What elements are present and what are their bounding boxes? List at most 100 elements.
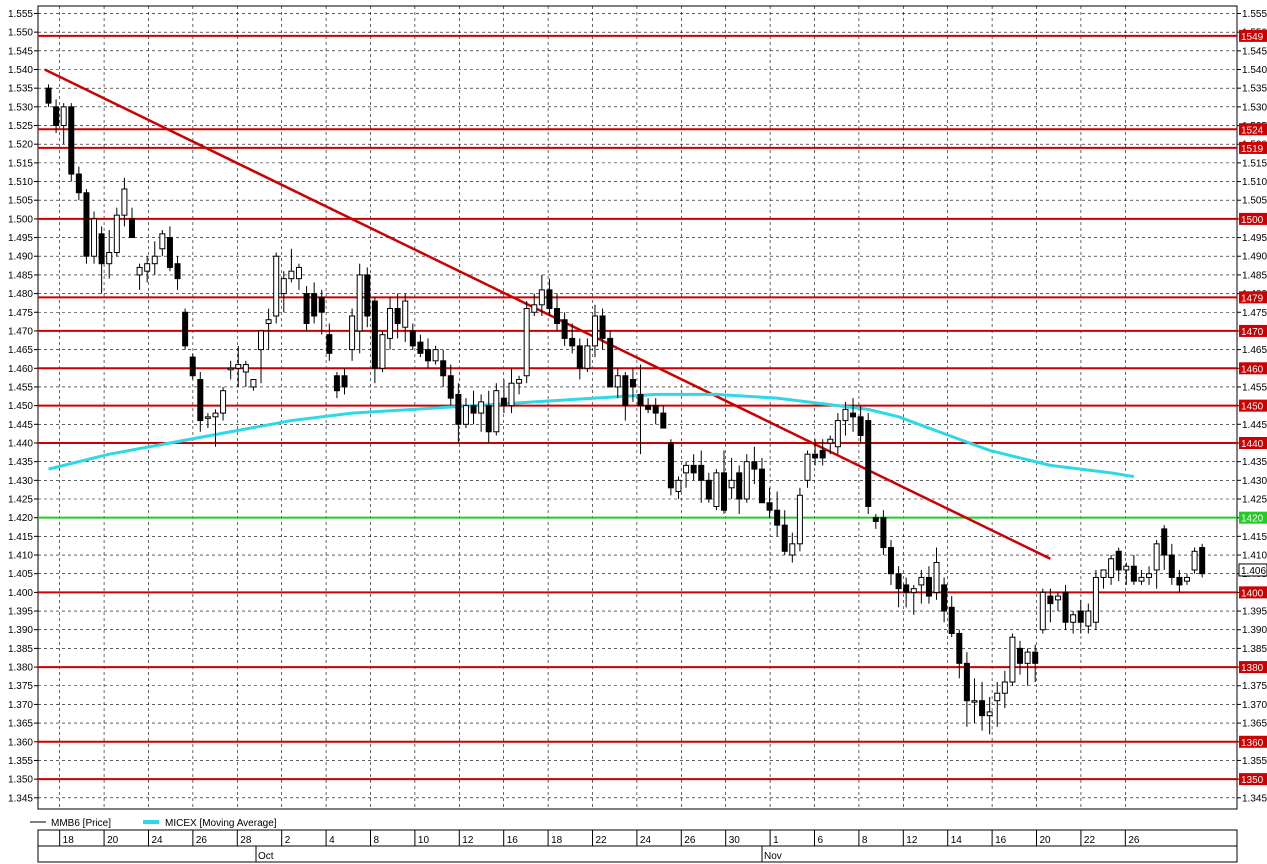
level-label: 1400 bbox=[1241, 588, 1264, 599]
x-tick-label: 30 bbox=[729, 835, 741, 846]
candle-body bbox=[1199, 547, 1206, 575]
candle-body bbox=[1100, 569, 1107, 578]
candle bbox=[371, 297, 378, 384]
y-tick-label-left: 1.415 bbox=[8, 532, 33, 543]
y-tick-label-left: 1.505 bbox=[8, 196, 33, 207]
level-labels: 1549 1524 1519 1500 1479 1470 1460 1450 1440 1420… bbox=[1238, 29, 1267, 786]
candle-body bbox=[136, 266, 143, 276]
candle bbox=[781, 510, 788, 556]
candle bbox=[318, 289, 325, 335]
candle-body bbox=[121, 188, 128, 216]
y-tick-label-left: 1.475 bbox=[8, 308, 33, 319]
candle bbox=[986, 696, 993, 735]
x-tick-label: 22 bbox=[1084, 835, 1096, 846]
candle-body bbox=[698, 464, 705, 481]
candle-body bbox=[220, 390, 227, 414]
candle-body bbox=[265, 319, 272, 324]
candle-body bbox=[774, 509, 781, 526]
candle bbox=[75, 166, 82, 201]
candle-body bbox=[166, 237, 173, 268]
candle-body bbox=[834, 420, 841, 448]
candle bbox=[265, 308, 272, 350]
candle bbox=[113, 207, 120, 257]
y-tick-label-right: 1.415 bbox=[1242, 532, 1267, 543]
candle bbox=[280, 271, 287, 313]
candle-body bbox=[766, 502, 773, 511]
candle-body bbox=[197, 378, 204, 422]
x-tick-label: 20 bbox=[107, 835, 119, 846]
candle-body bbox=[956, 632, 963, 664]
candle-body bbox=[827, 438, 834, 444]
candle-body bbox=[417, 341, 424, 354]
candle bbox=[1115, 547, 1122, 582]
candle bbox=[485, 390, 492, 443]
candle bbox=[538, 274, 545, 316]
y-tick-label-left: 1.400 bbox=[8, 588, 33, 599]
y-tick-label-right: 1.485 bbox=[1242, 270, 1267, 281]
candle bbox=[462, 398, 469, 429]
y-tick-label-right: 1.445 bbox=[1242, 420, 1267, 431]
candle-body bbox=[250, 378, 257, 388]
y-tick-label-left: 1.540 bbox=[8, 65, 33, 76]
level-label: 1549 bbox=[1241, 32, 1264, 43]
candle-body bbox=[242, 364, 249, 373]
candle-body bbox=[280, 278, 287, 295]
candle-body bbox=[546, 289, 553, 310]
candle bbox=[584, 338, 591, 373]
candle-body bbox=[591, 315, 598, 347]
y-tick-label-left: 1.410 bbox=[8, 551, 33, 562]
y-tick-label-left: 1.495 bbox=[8, 233, 33, 244]
level-label: 1519 bbox=[1241, 144, 1264, 155]
candle bbox=[493, 383, 500, 436]
candle bbox=[728, 457, 735, 500]
candle bbox=[379, 330, 386, 373]
candle-body bbox=[1024, 651, 1031, 664]
candle bbox=[1070, 611, 1077, 634]
candle-body bbox=[1032, 651, 1039, 664]
x-tick-label: 14 bbox=[951, 835, 963, 846]
candle bbox=[470, 390, 477, 425]
y-tick-label-left: 1.550 bbox=[8, 28, 33, 39]
candle-body bbox=[607, 337, 614, 388]
candle-body bbox=[637, 393, 644, 407]
candle-body bbox=[667, 442, 674, 489]
candle bbox=[333, 372, 340, 399]
level-label-box bbox=[1239, 773, 1267, 786]
candle-body bbox=[402, 300, 409, 328]
y-tick-label-left: 1.520 bbox=[8, 140, 33, 151]
candle-body bbox=[887, 547, 894, 575]
candle-body bbox=[68, 106, 75, 175]
candle bbox=[948, 596, 955, 638]
candle bbox=[417, 334, 424, 358]
candle-body bbox=[326, 334, 333, 354]
candle bbox=[850, 398, 857, 432]
candle bbox=[516, 375, 523, 395]
y-tick-label-right: 1.355 bbox=[1242, 756, 1267, 767]
candle-body bbox=[1039, 591, 1046, 631]
candle bbox=[971, 678, 978, 724]
candle-body bbox=[500, 397, 507, 407]
x-tick-label: 16 bbox=[995, 835, 1007, 846]
y-tick-label-left: 1.460 bbox=[8, 364, 33, 375]
level-label: 1350 bbox=[1241, 775, 1264, 786]
y-tick-label-left: 1.485 bbox=[8, 270, 33, 281]
candle-body bbox=[576, 345, 583, 369]
x-tick-label: 8 bbox=[373, 835, 379, 846]
candle-body bbox=[622, 375, 629, 407]
candle-body bbox=[318, 296, 325, 313]
x-tick-label: 22 bbox=[595, 835, 607, 846]
y-tick-label-left: 1.360 bbox=[8, 737, 33, 748]
level-label-box bbox=[1239, 511, 1267, 524]
candle-body bbox=[440, 360, 447, 377]
y-tick-label-right: 1.345 bbox=[1242, 793, 1267, 804]
y-tick-label-left: 1.515 bbox=[8, 158, 33, 169]
candle bbox=[1077, 599, 1084, 634]
y-tick-label-left: 1.480 bbox=[8, 289, 33, 300]
candle-body bbox=[713, 472, 720, 507]
candle bbox=[197, 372, 204, 432]
y-tick-label-left: 1.365 bbox=[8, 719, 33, 730]
candle bbox=[182, 308, 189, 350]
candle-body bbox=[1108, 558, 1115, 578]
candle bbox=[1085, 603, 1092, 634]
